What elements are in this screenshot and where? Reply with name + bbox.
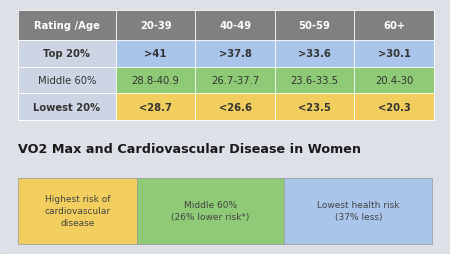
Text: Highest risk of
cardiovascular
disease: Highest risk of cardiovascular disease	[44, 195, 110, 227]
Text: VO2 Max and Cardiovascular Disease in Women: VO2 Max and Cardiovascular Disease in Wo…	[18, 142, 361, 155]
Text: Middle 60%
(26% lower risk*): Middle 60% (26% lower risk*)	[171, 200, 250, 221]
Bar	[116, 41, 195, 67]
Bar	[18, 94, 116, 121]
Text: 50-59: 50-59	[299, 21, 330, 31]
Text: >37.8: >37.8	[219, 49, 252, 59]
Text: Rating /Age: Rating /Age	[34, 21, 100, 31]
Bar	[18, 67, 116, 94]
Text: Top 20%: Top 20%	[43, 49, 90, 59]
Text: 20-39: 20-39	[140, 21, 171, 31]
Bar	[195, 94, 275, 121]
Text: >33.6: >33.6	[298, 49, 331, 59]
Text: <26.6: <26.6	[219, 102, 252, 112]
Text: 60+: 60+	[383, 21, 405, 31]
Bar	[137, 178, 284, 244]
Bar	[116, 67, 195, 94]
Bar	[354, 67, 434, 94]
Text: >41: >41	[144, 49, 167, 59]
Bar	[275, 67, 354, 94]
Text: Lowest 20%: Lowest 20%	[33, 102, 100, 112]
Text: Lowest health risk
(37% less): Lowest health risk (37% less)	[317, 200, 400, 221]
Text: 20.4-30: 20.4-30	[375, 76, 413, 86]
Text: Middle 60%: Middle 60%	[38, 76, 96, 86]
Bar	[195, 67, 275, 94]
Bar	[354, 94, 434, 121]
Text: <28.7: <28.7	[139, 102, 172, 112]
Text: <20.3: <20.3	[378, 102, 410, 112]
Text: 40-49: 40-49	[219, 21, 251, 31]
Text: <23.5: <23.5	[298, 102, 331, 112]
Bar	[284, 178, 432, 244]
Bar	[195, 41, 275, 67]
Bar	[275, 41, 354, 67]
Text: 28.8-40.9: 28.8-40.9	[132, 76, 180, 86]
Text: 26.7-37.7: 26.7-37.7	[211, 76, 259, 86]
Text: 23.6-33.5: 23.6-33.5	[291, 76, 338, 86]
Bar	[18, 11, 434, 41]
Bar	[18, 41, 116, 67]
Bar	[275, 94, 354, 121]
Text: >30.1: >30.1	[378, 49, 410, 59]
Bar	[116, 94, 195, 121]
Bar	[354, 41, 434, 67]
Bar	[18, 178, 137, 244]
